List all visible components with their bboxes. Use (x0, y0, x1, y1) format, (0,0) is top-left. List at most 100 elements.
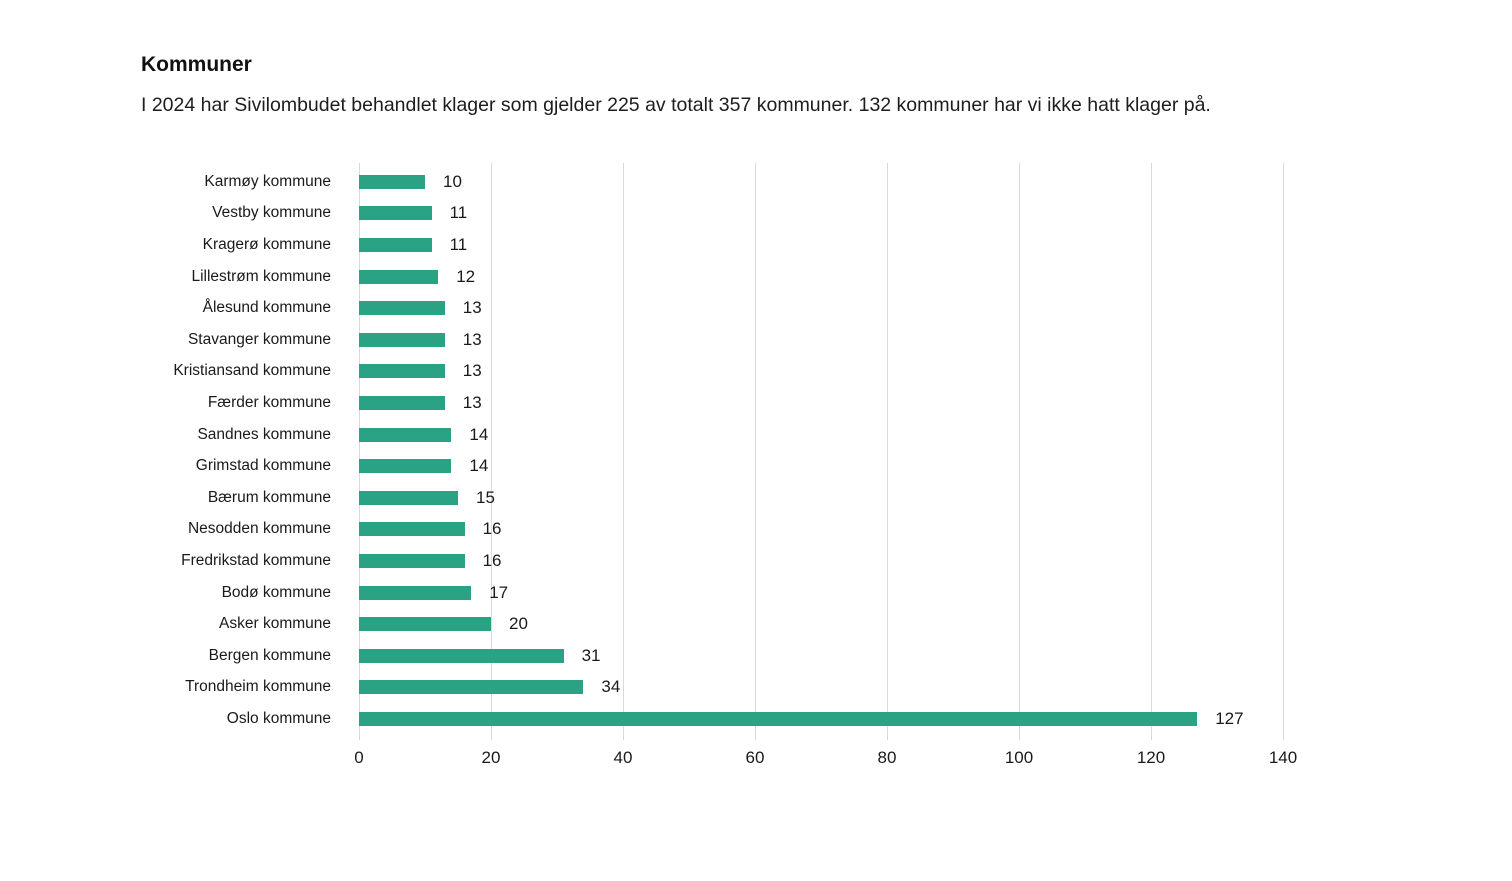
bar-track: 15 (359, 487, 1283, 507)
value-label: 13 (462, 392, 482, 412)
bar-track: 127 (359, 708, 1283, 728)
bar-track: 12 (359, 266, 1283, 286)
value-label: 17 (489, 582, 509, 602)
value-label: 15 (476, 487, 495, 507)
bar-track: 14 (359, 456, 1283, 476)
bar (359, 427, 452, 442)
bar-track: 16 (359, 550, 1283, 570)
category-label: Bærum kommune (207, 488, 331, 506)
category-label: Trondheim kommune (185, 678, 331, 696)
x-tick-label: 80 (877, 747, 897, 767)
chart-row: Kristiansand kommune 13 (141, 356, 1283, 388)
bar-track: 13 (359, 361, 1283, 381)
category-label: Nesodden kommune (187, 520, 331, 538)
bar (359, 364, 445, 379)
bar-track: 31 (359, 647, 1283, 664)
bar-track: 14 (359, 424, 1283, 444)
bar (359, 648, 564, 663)
chart-row: Ålesund kommune 13 (141, 292, 1283, 324)
chart-title: Kommuner (141, 53, 252, 76)
value-label: 127 (1215, 708, 1244, 728)
category-label: Oslo kommune (226, 709, 331, 727)
bar (359, 269, 439, 284)
bar-track: 11 (359, 234, 1283, 254)
chart-section: Kommuner I 2024 har Sivilombudet behandl… (141, 53, 1297, 774)
category-label: Asker kommune (219, 615, 331, 633)
value-label: 13 (462, 329, 482, 349)
chart-row: Sandnes kommune 14 (141, 419, 1283, 451)
chart-row: Trondheim kommune 34 (141, 672, 1283, 704)
value-label: 14 (469, 456, 489, 476)
chart-row: Bærum kommune 15 (141, 482, 1283, 514)
value-label: 11 (449, 234, 468, 254)
value-label: 11 (449, 203, 468, 223)
bar (359, 617, 491, 632)
x-tick-label: 0 (354, 747, 364, 767)
value-label: 16 (482, 550, 502, 570)
chart-row: Vestby kommune 11 (141, 198, 1283, 230)
x-tick-label: 20 (481, 747, 501, 767)
chart-rows: Karmøy kommune 10 Vestby kommune 11 Kragerø … (141, 166, 1283, 735)
category-label: Kragerø kommune (202, 235, 331, 253)
bar (359, 237, 432, 252)
value-label: 34 (601, 677, 621, 697)
bar (359, 301, 445, 316)
chart-row: Lillestrøm kommune 12 (141, 261, 1283, 293)
category-label: Lillestrøm kommune (191, 267, 331, 285)
x-axis: 0 20 40 60 80 100 120 140 (354, 740, 1297, 774)
value-label: 16 (482, 519, 502, 539)
bar-track: 13 (359, 298, 1283, 318)
bar-track: 34 (359, 677, 1283, 697)
value-label: 14 (469, 424, 489, 444)
value-label: 10 (443, 171, 462, 191)
bar (359, 332, 445, 347)
category-label: Ålesund kommune (202, 299, 331, 317)
bar-track: 13 (359, 329, 1283, 349)
bar (359, 711, 1198, 726)
bar-track: 17 (359, 582, 1283, 602)
bar-track: 11 (359, 203, 1283, 223)
x-tick-label: 140 (1268, 747, 1298, 767)
bar-track: 13 (359, 392, 1283, 412)
category-label: Vestby kommune (212, 204, 331, 222)
value-label: 13 (462, 298, 482, 318)
chart-row: Fredrikstad kommune 16 (141, 545, 1283, 577)
bar (359, 395, 445, 410)
bar-track: 16 (359, 519, 1283, 539)
chart-row: Oslo kommune 127 (141, 703, 1283, 735)
bar (359, 174, 425, 189)
category-label: Bodø kommune (221, 583, 331, 601)
chart-subtitle: I 2024 har Sivilombudet behandlet klager… (141, 94, 1211, 116)
category-label: Sandnes kommune (197, 425, 331, 443)
chart-row: Asker kommune 20 (141, 608, 1283, 640)
category-label: Færder kommune (207, 393, 331, 411)
x-tick-label: 60 (745, 747, 765, 767)
x-tick-label: 120 (1136, 747, 1166, 767)
chart-row: Bodø kommune 17 (141, 577, 1283, 609)
value-label: 12 (456, 266, 476, 286)
plot-area: Karmøy kommune 10 Vestby kommune 11 Kragerø … (141, 163, 1284, 740)
category-label: Fredrikstad kommune (181, 551, 331, 569)
category-label: Kristiansand kommune (173, 362, 331, 380)
chart-row: Karmøy kommune 10 (141, 166, 1283, 198)
chart-row: Færder kommune 13 (141, 387, 1283, 419)
bar (359, 585, 472, 600)
chart-row: Bergen kommune 31 (141, 640, 1283, 672)
bar (359, 490, 458, 505)
bar (359, 553, 465, 568)
x-tick-label: 40 (613, 747, 633, 767)
value-label: 20 (509, 614, 528, 634)
category-label: Bergen kommune (208, 646, 331, 664)
category-label: Stavanger kommune (187, 330, 331, 348)
x-tick-label: 100 (1004, 747, 1034, 767)
category-label: Grimstad kommune (195, 457, 331, 475)
bar (359, 522, 465, 537)
bar-track: 20 (359, 614, 1283, 634)
chart-row: Nesodden kommune 16 (141, 514, 1283, 546)
bar (359, 680, 584, 695)
value-label: 13 (462, 361, 482, 381)
bar-track: 10 (359, 171, 1283, 191)
chart-row: Stavanger kommune 13 (141, 324, 1283, 356)
chart-row: Grimstad kommune 14 (141, 450, 1283, 482)
